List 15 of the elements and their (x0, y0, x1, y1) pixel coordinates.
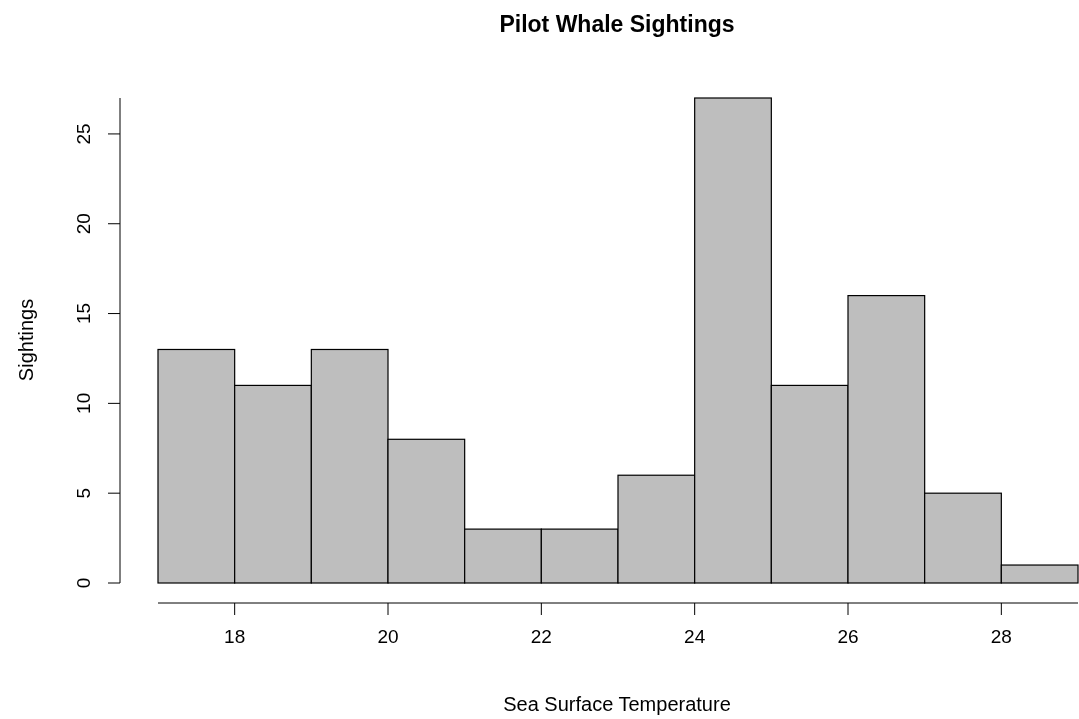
chart-title: Pilot Whale Sightings (499, 11, 735, 37)
y-axis-title: Sightings (15, 298, 37, 382)
x-tick-label: 18 (224, 626, 246, 647)
x-tick-label: 28 (990, 626, 1012, 647)
x-tick-label: 22 (530, 626, 552, 647)
y-tick-label: 0 (73, 577, 95, 589)
y-tick-label: 5 (73, 487, 95, 499)
x-tick-label: 20 (377, 626, 399, 647)
x-tick-label: 24 (684, 626, 706, 647)
y-tick-label: 25 (73, 123, 95, 145)
x-axis-title: Sea Surface Temperature (503, 693, 731, 715)
y-tick-label: 10 (73, 392, 95, 414)
y-tick-label: 20 (73, 213, 95, 235)
x-tick-label: 26 (837, 626, 859, 647)
y-tick-label: 15 (73, 302, 95, 325)
